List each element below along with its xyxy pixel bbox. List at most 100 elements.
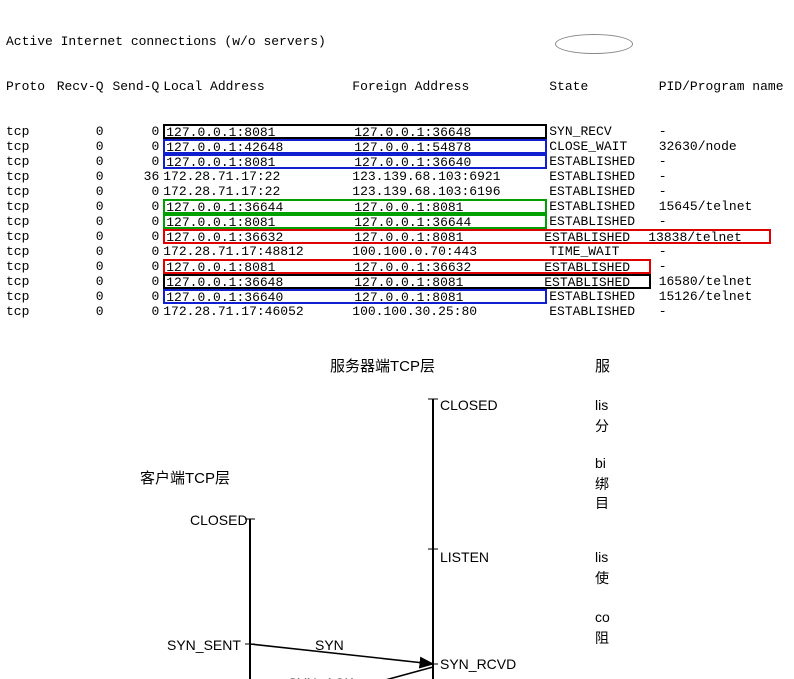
cell-state: ESTABLISHED [549, 169, 658, 184]
arrows-svg [0, 349, 794, 679]
cell-proto: tcp [6, 184, 52, 199]
cell-proto: tcp [6, 304, 52, 319]
cell-pid: - [659, 244, 788, 259]
cell-recvq: 0 [52, 229, 110, 244]
cell-local: 127.0.0.1:8081127.0.0.1:36632ESTABLISHED [163, 259, 658, 275]
highlight-box: 127.0.0.1:36632127.0.0.1:8081ESTABLISHED… [163, 229, 771, 244]
highlight-box: 127.0.0.1:8081127.0.0.1:36632ESTABLISHED [163, 259, 651, 274]
table-row: tcp036172.28.71.17:22123.139.68.103:6921… [6, 169, 788, 184]
cell-sendq: 0 [110, 244, 164, 259]
cell-foreign: 123.139.68.103:6921 [352, 169, 549, 184]
cell-local: 127.0.0.1:36640127.0.0.1:8081 [163, 289, 549, 305]
cell-pid: - [659, 259, 788, 274]
table-row: tcp00127.0.0.1:8081127.0.0.1:36632ESTABL… [6, 259, 788, 274]
cell-sendq: 0 [110, 229, 164, 244]
cell-local: 127.0.0.1:8081127.0.0.1:36648 [163, 124, 549, 140]
cell-pid: - [659, 169, 788, 184]
cell-recvq: 0 [52, 214, 110, 229]
table-row: tcp00127.0.0.1:8081127.0.0.1:36644ESTABL… [6, 214, 788, 229]
cell-local: 127.0.0.1:36632127.0.0.1:8081ESTABLISHED… [163, 229, 788, 245]
rows-container: tcp00127.0.0.1:8081127.0.0.1:36648SYN_RE… [6, 124, 788, 319]
cell-proto: tcp [6, 229, 52, 244]
cell-foreign: 123.139.68.103:6196 [352, 184, 549, 199]
cell-sendq: 0 [110, 289, 164, 304]
cell-local: 172.28.71.17:22 [163, 169, 352, 184]
cell-local: 172.28.71.17:22 [163, 184, 352, 199]
cell-pid: - [659, 184, 788, 199]
cell-proto: tcp [6, 124, 52, 139]
col-state: State [549, 79, 658, 94]
cell-sendq: 0 [110, 184, 164, 199]
cell-local: 127.0.0.1:36644127.0.0.1:8081 [163, 199, 549, 215]
title: Active Internet connections (w/o servers… [6, 34, 326, 49]
cell-recvq: 0 [52, 139, 110, 154]
highlight-box: 127.0.0.1:36644127.0.0.1:8081 [163, 199, 547, 214]
table-row: tcp00127.0.0.1:42648127.0.0.1:54878CLOSE… [6, 139, 788, 154]
cell-proto: tcp [6, 169, 52, 184]
cell-local: 172.28.71.17:48812 [163, 244, 352, 259]
title-line: Active Internet connections (w/o servers… [6, 34, 788, 49]
cell-sendq: 0 [110, 154, 164, 169]
cell-pid: - [659, 304, 788, 319]
highlight-box: 127.0.0.1:36648127.0.0.1:8081ESTABLISHED [163, 274, 651, 289]
cell-proto: tcp [6, 289, 52, 304]
cell-state: ESTABLISHED [549, 289, 658, 304]
cell-pid: 15645/telnet [659, 199, 788, 214]
table-row: tcp00127.0.0.1:36648127.0.0.1:8081ESTABL… [6, 274, 788, 289]
highlight-box: 127.0.0.1:8081127.0.0.1:36644 [163, 214, 547, 229]
cell-state: TIME_WAIT [549, 244, 658, 259]
header-row: Proto Recv-Q Send-Q Local Address Foreig… [6, 79, 788, 94]
table-row: tcp00172.28.71.17:46052100.100.30.25:80E… [6, 304, 788, 319]
cell-recvq: 0 [52, 154, 110, 169]
cell-state: CLOSE_WAIT [549, 139, 658, 154]
cell-local: 127.0.0.1:8081127.0.0.1:36640 [163, 154, 549, 170]
table-row: tcp00127.0.0.1:36644127.0.0.1:8081ESTABL… [6, 199, 788, 214]
cell-state: ESTABLISHED [549, 184, 658, 199]
table-row: tcp00127.0.0.1:36640127.0.0.1:8081ESTABL… [6, 289, 788, 304]
col-local: Local Address [163, 79, 352, 94]
table-row: tcp00172.28.71.17:48812100.100.0.70:443T… [6, 244, 788, 259]
cell-foreign: 100.100.30.25:80 [352, 304, 549, 319]
highlight-box: 127.0.0.1:8081127.0.0.1:36648 [163, 124, 547, 139]
tcp-handshake-diagram: 服务器端TCP层 服 客户端TCP层 CLOSED LISTEN SYN_RCV… [0, 349, 794, 679]
cell-recvq: 0 [52, 169, 110, 184]
cell-pid: 15126/telnet [659, 289, 788, 304]
highlight-box: 127.0.0.1:42648127.0.0.1:54878 [163, 139, 547, 154]
col-sendq: Send-Q [110, 79, 164, 94]
cell-recvq: 0 [52, 184, 110, 199]
cell-sendq: 0 [110, 304, 164, 319]
syn-recv-circle [555, 34, 633, 54]
col-recvq: Recv-Q [52, 79, 110, 94]
cell-sendq: 0 [110, 139, 164, 154]
cell-foreign: 100.100.0.70:443 [352, 244, 549, 259]
cell-proto: tcp [6, 139, 52, 154]
col-proto: Proto [6, 79, 52, 94]
cell-state: ESTABLISHED [549, 304, 658, 319]
highlight-box: 127.0.0.1:36640127.0.0.1:8081 [163, 289, 547, 304]
cell-recvq: 0 [52, 259, 110, 274]
table-row: tcp00172.28.71.17:22123.139.68.103:6196E… [6, 184, 788, 199]
cell-sendq: 0 [110, 214, 164, 229]
table-row: tcp00127.0.0.1:36632127.0.0.1:8081ESTABL… [6, 229, 788, 244]
cell-proto: tcp [6, 244, 52, 259]
cell-pid: - [659, 124, 788, 139]
cell-recvq: 0 [52, 124, 110, 139]
cell-recvq: 0 [52, 244, 110, 259]
cell-recvq: 0 [52, 289, 110, 304]
cell-proto: tcp [6, 259, 52, 274]
cell-state: SYN_RECV [549, 124, 658, 139]
cell-state: ESTABLISHED [549, 199, 658, 214]
cell-local: 127.0.0.1:36648127.0.0.1:8081ESTABLISHED [163, 274, 658, 290]
cell-state: ESTABLISHED [549, 154, 658, 169]
netstat-output: Active Internet connections (w/o servers… [0, 0, 794, 349]
cell-proto: tcp [6, 199, 52, 214]
cell-sendq: 0 [110, 274, 164, 289]
col-foreign: Foreign Address [352, 79, 549, 94]
highlight-box: 127.0.0.1:8081127.0.0.1:36640 [163, 154, 547, 169]
cell-sendq: 0 [110, 124, 164, 139]
cell-sendq: 36 [110, 169, 164, 184]
cell-pid: - [659, 154, 788, 169]
cell-recvq: 0 [52, 274, 110, 289]
cell-pid: 32630/node [659, 139, 788, 154]
cell-local: 172.28.71.17:46052 [163, 304, 352, 319]
